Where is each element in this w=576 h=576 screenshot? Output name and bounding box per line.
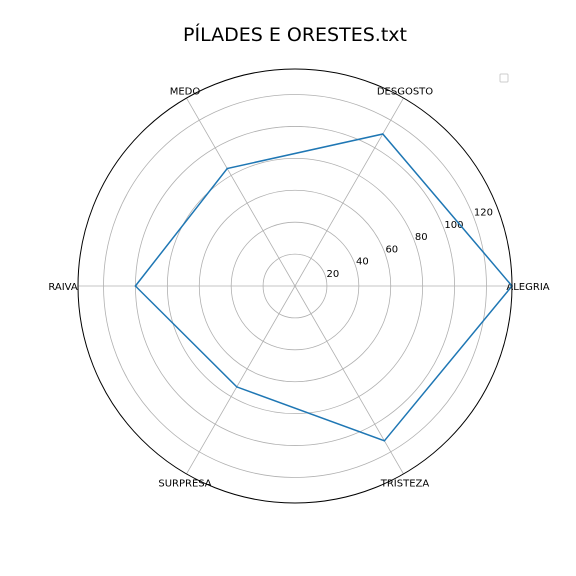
radial-tick-labels: 20 40 60 80 100 120 bbox=[326, 208, 493, 280]
series-layer bbox=[134, 133, 513, 442]
category-label: SURPRESA bbox=[158, 479, 211, 490]
data-point bbox=[226, 167, 228, 170]
data-point bbox=[235, 386, 238, 388]
radar-grid bbox=[78, 94, 512, 478]
data-point bbox=[134, 285, 137, 287]
radial-tick-label: 20 bbox=[326, 269, 339, 280]
radial-tick-label: 120 bbox=[474, 208, 493, 219]
radial-tick-label: 40 bbox=[356, 257, 369, 268]
radial-tick-label: 100 bbox=[444, 220, 463, 231]
series-line bbox=[134, 133, 513, 442]
data-point bbox=[381, 133, 384, 135]
polar-frame bbox=[77, 68, 513, 504]
chart-title: PÍLADES E ORESTES.txt bbox=[183, 23, 407, 46]
category-label: DESGOSTO bbox=[377, 86, 433, 97]
data-point bbox=[383, 439, 386, 442]
category-label: MEDO bbox=[170, 86, 201, 97]
grid-spoke bbox=[186, 97, 296, 287]
category-labels: ALEGRIA DESGOSTO MEDO RAIVA SURPRESA TRISTEZA bbox=[48, 86, 549, 489]
grid-spoke bbox=[186, 285, 296, 475]
radial-tick-label: 60 bbox=[385, 244, 398, 255]
legend-box bbox=[499, 73, 509, 83]
category-label: ALEGRIA bbox=[506, 282, 549, 293]
grid-spoke bbox=[294, 285, 404, 475]
grid-spoke bbox=[294, 97, 404, 287]
category-label: RAIVA bbox=[48, 282, 78, 293]
category-label: TRISTEZA bbox=[380, 479, 430, 490]
radial-tick-label: 80 bbox=[415, 232, 428, 243]
